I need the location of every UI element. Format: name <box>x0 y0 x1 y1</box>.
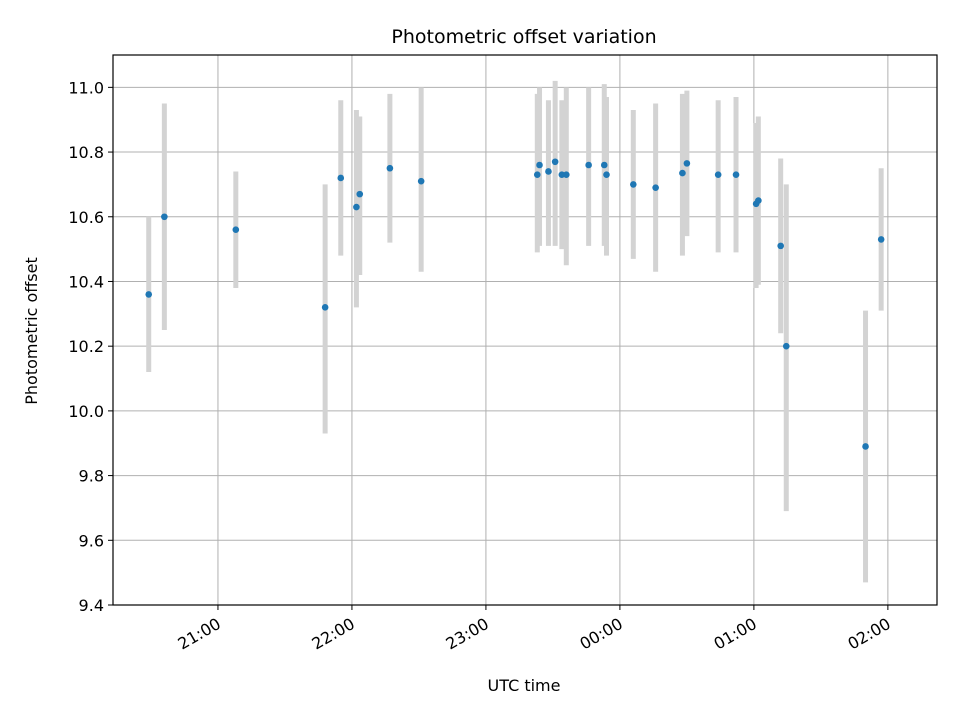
y-tick-label: 10.6 <box>68 208 104 227</box>
chart-title: Photometric offset variation <box>391 26 656 48</box>
data-point <box>755 197 762 204</box>
y-tick-label: 9.6 <box>79 531 104 550</box>
data-point <box>386 164 394 172</box>
grid <box>113 55 937 606</box>
x-axis-title: UTC time <box>488 676 561 695</box>
data-point <box>356 190 364 198</box>
data-point <box>732 171 740 179</box>
data-point <box>533 171 541 179</box>
data-point <box>161 213 168 221</box>
data-point <box>321 304 329 311</box>
data-point <box>545 168 552 175</box>
y-tick-label: 10.0 <box>68 402 104 421</box>
y-axis-ticks: 9.4 9.6 9.8 10.0 10.2 10.4 10.6 10.8 11.0 <box>68 78 113 615</box>
data-point <box>232 226 240 234</box>
data-point <box>630 181 637 188</box>
data-point <box>714 171 722 179</box>
data-point <box>417 177 425 185</box>
data-points <box>145 158 885 450</box>
data-point <box>777 242 784 250</box>
data-point <box>877 236 885 243</box>
y-tick-label: 10.2 <box>68 337 104 356</box>
data-point <box>353 203 360 211</box>
y-tick-label: 10.8 <box>68 143 104 162</box>
data-point <box>603 171 610 179</box>
y-tick-label: 11.0 <box>68 78 104 97</box>
plot-frame <box>112 54 938 606</box>
y-tick-label: 9.8 <box>79 467 104 486</box>
data-point <box>683 160 691 167</box>
data-point <box>782 342 790 350</box>
data-point <box>563 171 570 179</box>
data-point <box>652 184 659 191</box>
y-tick-label: 9.4 <box>79 596 104 615</box>
data-point <box>551 158 559 166</box>
data-point <box>679 169 686 177</box>
data-point <box>585 161 592 169</box>
data-point <box>536 161 543 169</box>
data-point <box>600 161 608 169</box>
data-point <box>862 443 869 450</box>
data-point <box>337 174 345 182</box>
y-axis-title: Photometric offset <box>22 257 41 405</box>
y-tick-label: 10.4 <box>68 272 104 291</box>
data-point <box>145 291 153 298</box>
